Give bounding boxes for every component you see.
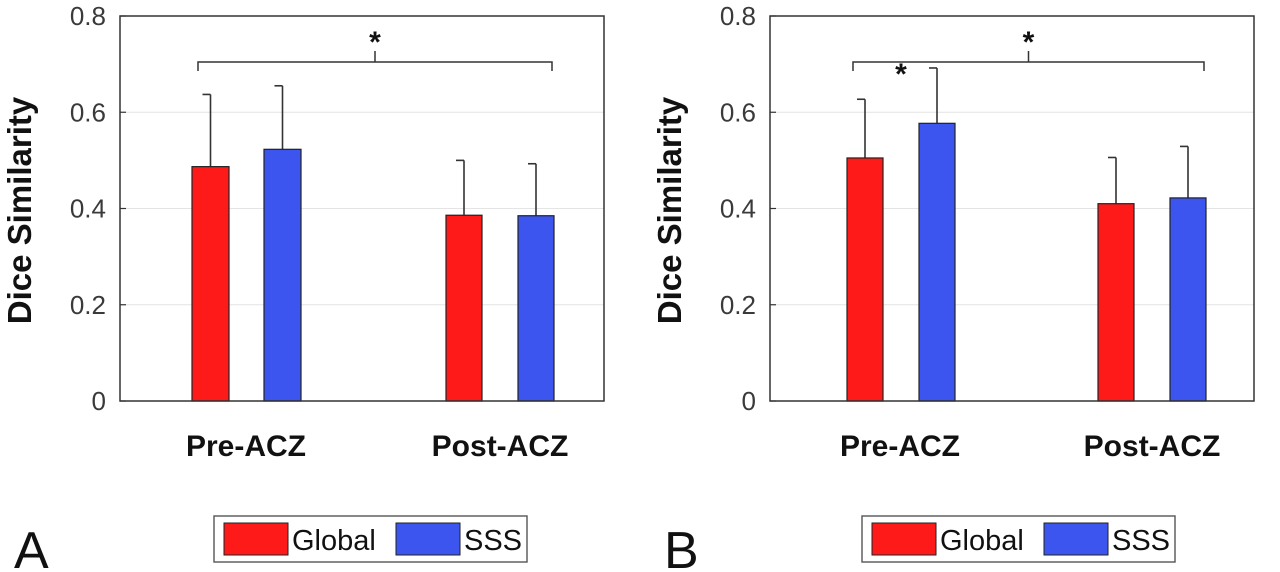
legend-label-sss: SSS xyxy=(1112,525,1170,557)
y-tick-label: 0.2 xyxy=(720,290,756,320)
bar-global-post-acz xyxy=(445,214,483,402)
legend: Global SSS xyxy=(213,515,528,563)
bar-global-pre-acz xyxy=(846,157,884,402)
y-tick-label: 0.6 xyxy=(720,97,756,127)
y-tick-label: 0.4 xyxy=(70,194,106,224)
legend-swatch-sss xyxy=(395,522,461,556)
bar-sss-post-acz xyxy=(517,215,555,402)
y-tick-label: 0.8 xyxy=(720,1,756,31)
chart-panel-b: 0 0.2 0.4 0.6 0.8 Dice Similarity Pre-ACZ Post-… xyxy=(651,1,1255,572)
bar-global-pre-acz xyxy=(191,166,230,402)
significance-bracket xyxy=(197,61,553,71)
y-tick-label: 0 xyxy=(742,386,756,416)
panel-label: A xyxy=(14,522,49,572)
bar-sss-pre-acz xyxy=(263,148,302,402)
legend-swatch-sss xyxy=(1043,522,1109,556)
category-label: Pre-ACZ xyxy=(840,430,960,463)
significance-star: * xyxy=(895,58,907,91)
legend-label-global: Global xyxy=(292,525,376,557)
y-tick-label: 0.4 xyxy=(720,194,756,224)
y-axis-label: Dice Similarity xyxy=(651,96,688,324)
y-axis-label: Dice Similarity xyxy=(1,96,38,324)
y-tick-label: 0.2 xyxy=(70,290,106,320)
significance-star: * xyxy=(1023,26,1035,59)
y-tick-label: 0 xyxy=(92,386,106,416)
category-label: Post-ACZ xyxy=(432,430,569,463)
category-label: Pre-ACZ xyxy=(186,430,306,463)
bar-global-post-acz xyxy=(1097,203,1135,402)
y-tick-label: 0.6 xyxy=(70,97,106,127)
legend-label-sss: SSS xyxy=(464,525,522,557)
legend: Global SSS xyxy=(861,515,1176,563)
significance-star: * xyxy=(369,26,381,59)
legend-swatch-global xyxy=(871,522,937,556)
bar-sss-pre-acz xyxy=(918,122,956,402)
bar-sss-post-acz xyxy=(1169,197,1207,402)
y-tick-label: 0.8 xyxy=(70,1,106,31)
legend-swatch-global xyxy=(223,522,289,556)
panel-label: B xyxy=(664,522,699,572)
legend-label-global: Global xyxy=(940,525,1024,557)
chart-panel-a: 0 0.2 0.4 0.6 0.8 Dice Similarity Pre-ACZ Post-… xyxy=(1,1,605,572)
category-label: Post-ACZ xyxy=(1084,430,1221,463)
